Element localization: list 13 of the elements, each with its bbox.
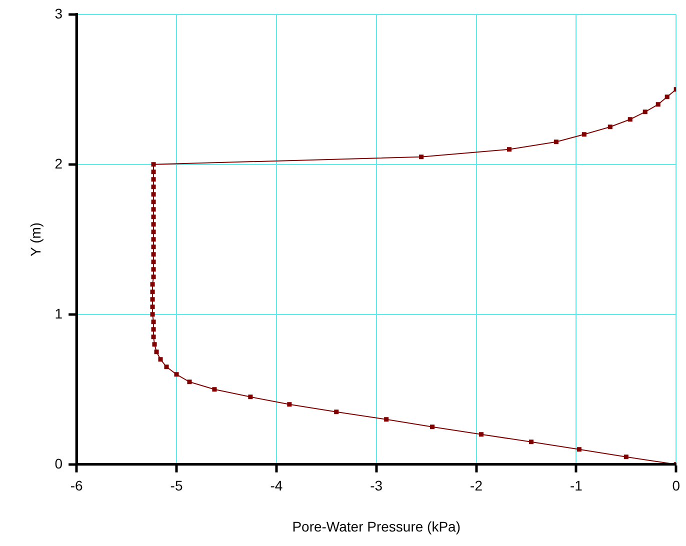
x-tick-label: -2 (470, 478, 483, 494)
x-tick-label: -5 (170, 478, 183, 494)
x-tick-label: -3 (370, 478, 383, 494)
x-tick-label: -4 (270, 478, 283, 494)
y-tick-label: 2 (54, 155, 63, 172)
y-axis-title: Y (m) (27, 222, 44, 256)
y-tick-label: 3 (54, 5, 63, 22)
y-tick-label: 1 (54, 305, 63, 322)
x-tick-label: -1 (570, 478, 583, 494)
y-tick-label: 0 (54, 455, 63, 472)
x-tick-label: 0 (672, 478, 680, 494)
x-axis-title: Pore-Water Pressure (kPa) (292, 518, 461, 534)
x-tick-label: -6 (70, 478, 84, 494)
